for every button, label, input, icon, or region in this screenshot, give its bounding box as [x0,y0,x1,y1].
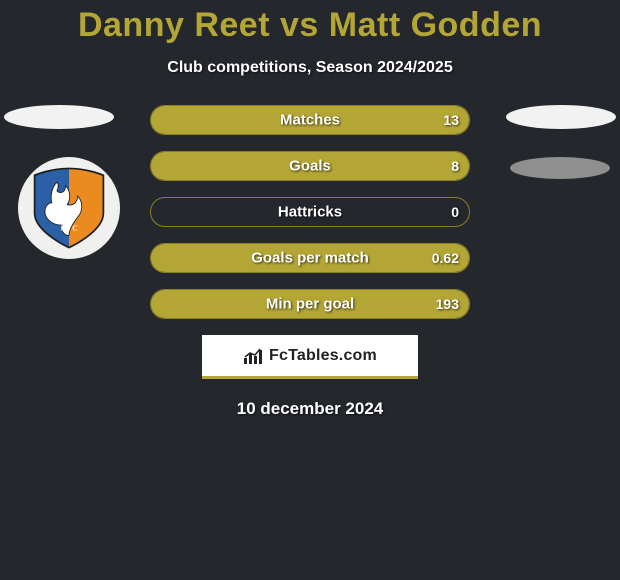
stat-value-right: 13 [443,112,459,128]
stat-bar-row: Hattricks 0 [150,197,470,227]
stat-label: Goals per match [251,250,369,267]
subtitle: Club competitions, Season 2024/2025 [0,59,620,77]
date-text: 10 december 2024 [0,399,620,419]
stat-label: Matches [280,112,340,129]
attribution-text: FcTables.com [269,347,377,365]
player1-avatar-placeholder [4,105,114,129]
stat-value-right: 8 [451,158,459,174]
svg-text:F T C: F T C [61,225,78,232]
stat-label: Min per goal [266,296,354,313]
vs-text: vs [280,6,319,44]
stat-bar-row: Matches 13 [150,105,470,135]
content-area: M F T C Matches 13 Goals 8 Hattricks 0 Goals p… [0,105,620,419]
player1-name: Danny Reet [78,6,270,44]
svg-text:M: M [60,202,79,223]
stat-bar-row: Min per goal 193 [150,289,470,319]
stat-value-right: 0.62 [432,250,459,266]
stat-value-right: 193 [436,296,459,312]
bar-chart-icon [243,347,265,365]
player2-name: Matt Godden [329,6,542,44]
stat-bar-row: Goals 8 [150,151,470,181]
stat-bar-row: Goals per match 0.62 [150,243,470,273]
player2-avatar-placeholder [506,105,616,129]
attribution-box: FcTables.com [202,335,418,379]
comparison-title: Danny Reet vs Matt Godden [0,0,620,45]
player2-club-placeholder [510,157,610,179]
stat-label: Goals [289,158,331,175]
stat-bars: Matches 13 Goals 8 Hattricks 0 Goals per match… [150,105,470,319]
stat-value-right: 0 [451,204,459,220]
mansfield-crest-icon: M F T C [26,165,112,251]
stat-label: Hattricks [278,204,342,221]
player1-club-crest: M F T C [18,157,120,259]
